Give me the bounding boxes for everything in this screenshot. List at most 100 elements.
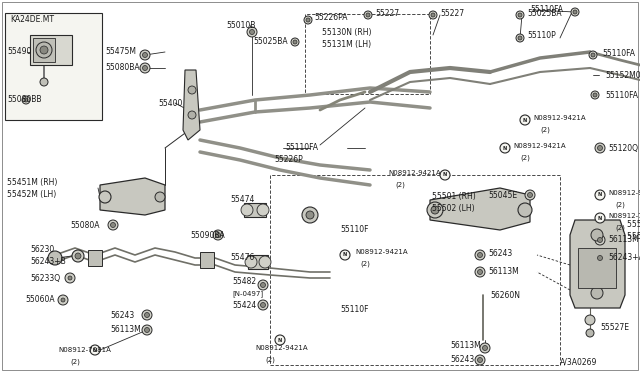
Circle shape — [258, 280, 268, 290]
Circle shape — [431, 13, 435, 17]
Text: 55502 (LH): 55502 (LH) — [432, 203, 475, 212]
Text: (2): (2) — [615, 225, 625, 231]
Circle shape — [142, 310, 152, 320]
Circle shape — [527, 192, 532, 198]
Bar — [305, 14, 430, 94]
Circle shape — [247, 27, 257, 37]
Text: 55226PA: 55226PA — [314, 13, 348, 22]
Circle shape — [304, 16, 312, 24]
Text: A/3A0269: A/3A0269 — [560, 357, 597, 366]
Text: (2): (2) — [360, 261, 370, 267]
Text: 56233Q: 56233Q — [30, 273, 60, 282]
Circle shape — [366, 13, 370, 17]
Circle shape — [36, 42, 52, 58]
Circle shape — [595, 190, 605, 200]
Text: (2): (2) — [520, 155, 530, 161]
Circle shape — [591, 229, 603, 241]
Text: [N-0497]: [N-0497] — [232, 291, 263, 297]
Circle shape — [518, 36, 522, 40]
Polygon shape — [430, 188, 530, 230]
Text: 55045E: 55045E — [488, 190, 517, 199]
Circle shape — [525, 190, 535, 200]
Text: 55227: 55227 — [440, 9, 464, 17]
Circle shape — [155, 192, 165, 202]
Text: 55110FA: 55110FA — [605, 90, 638, 99]
Circle shape — [477, 269, 483, 275]
Circle shape — [431, 206, 439, 214]
Bar — [30, 35, 72, 65]
Text: 55226P: 55226P — [274, 155, 303, 164]
Text: N08912-9421A: N08912-9421A — [513, 143, 566, 149]
Circle shape — [586, 329, 594, 337]
Bar — [33, 38, 55, 62]
Circle shape — [65, 273, 75, 283]
Text: (2): (2) — [265, 357, 275, 363]
Circle shape — [40, 46, 48, 54]
Text: 55131M (LH): 55131M (LH) — [322, 39, 371, 48]
Circle shape — [111, 222, 115, 228]
Text: N08912-9421A: N08912-9421A — [355, 249, 408, 255]
Circle shape — [302, 207, 318, 223]
Circle shape — [306, 18, 310, 22]
Circle shape — [188, 111, 196, 119]
Circle shape — [22, 96, 30, 104]
Circle shape — [598, 145, 602, 151]
Text: 56113M: 56113M — [450, 341, 481, 350]
Text: 55010B: 55010B — [226, 20, 255, 29]
Text: 55490: 55490 — [7, 48, 31, 57]
Text: 55110FA: 55110FA — [285, 144, 318, 153]
Circle shape — [258, 300, 268, 310]
Circle shape — [140, 63, 150, 73]
Text: 56243: 56243 — [110, 311, 134, 320]
Text: 56243: 56243 — [450, 356, 474, 365]
Text: 55025BA: 55025BA — [253, 38, 287, 46]
Circle shape — [241, 204, 253, 216]
Circle shape — [516, 11, 524, 19]
Polygon shape — [570, 220, 625, 308]
Text: N08912-7081A: N08912-7081A — [608, 213, 640, 219]
Circle shape — [595, 213, 605, 223]
Circle shape — [573, 10, 577, 14]
Circle shape — [24, 98, 28, 102]
Text: 55110F: 55110F — [340, 225, 369, 234]
Circle shape — [72, 250, 84, 262]
Circle shape — [48, 251, 62, 265]
Text: N08912-9421A: N08912-9421A — [388, 170, 440, 176]
Text: (2): (2) — [395, 182, 405, 188]
Text: 55527 (RH): 55527 (RH) — [627, 221, 640, 230]
Bar — [88, 250, 102, 266]
Circle shape — [90, 345, 100, 355]
Circle shape — [475, 267, 485, 277]
Bar — [578, 248, 616, 288]
Circle shape — [585, 315, 595, 325]
Circle shape — [440, 170, 450, 180]
Circle shape — [598, 237, 602, 243]
Circle shape — [595, 253, 605, 263]
Text: 55080A: 55080A — [70, 221, 99, 230]
Circle shape — [188, 86, 196, 94]
Circle shape — [293, 40, 297, 44]
Circle shape — [260, 302, 266, 308]
Text: 56243+A: 56243+A — [608, 253, 640, 263]
Text: 55476: 55476 — [230, 253, 254, 263]
Circle shape — [40, 78, 48, 86]
Circle shape — [427, 202, 443, 218]
Circle shape — [589, 51, 597, 59]
Text: 55452M (LH): 55452M (LH) — [7, 189, 56, 199]
Text: N08912-9421A: N08912-9421A — [255, 345, 308, 351]
Circle shape — [75, 253, 81, 259]
Text: 55110FA: 55110FA — [530, 6, 563, 15]
Circle shape — [68, 276, 72, 280]
Text: N: N — [598, 192, 602, 198]
Text: N: N — [598, 215, 602, 221]
Text: 56113M: 56113M — [110, 326, 141, 334]
Circle shape — [364, 11, 372, 19]
Text: N: N — [523, 118, 527, 122]
Circle shape — [260, 282, 266, 288]
Circle shape — [99, 191, 111, 203]
Circle shape — [477, 253, 483, 257]
Text: 55120Q: 55120Q — [608, 144, 638, 153]
Circle shape — [591, 91, 599, 99]
Text: 55528 (LH): 55528 (LH) — [627, 232, 640, 241]
Circle shape — [143, 65, 147, 71]
